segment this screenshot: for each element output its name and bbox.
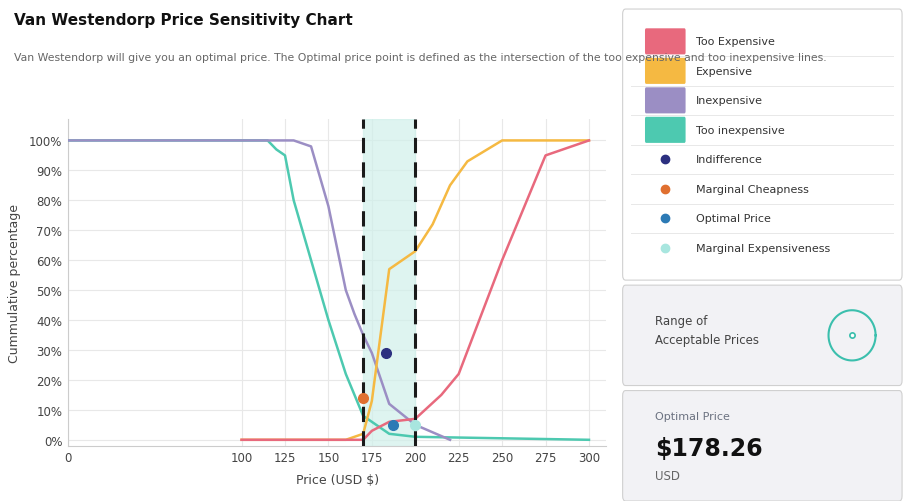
Text: Expensive: Expensive [696,67,753,77]
FancyBboxPatch shape [623,10,902,281]
Text: Too inexpensive: Too inexpensive [696,126,785,136]
Text: Range of
Acceptable Prices: Range of Acceptable Prices [655,315,759,347]
Text: $178.26: $178.26 [655,436,763,460]
Text: Van Westendorp Price Sensitivity Chart: Van Westendorp Price Sensitivity Chart [14,13,352,28]
Bar [363,120,415,446]
Text: Marginal Expensiveness: Marginal Expensiveness [696,243,831,254]
FancyBboxPatch shape [623,391,902,501]
FancyBboxPatch shape [623,286,902,386]
Text: Optimal Price: Optimal Price [696,214,771,224]
X-axis label: Price (USD $): Price (USD $) [296,473,378,485]
Text: Optimal Price: Optimal Price [655,411,729,421]
FancyBboxPatch shape [645,118,686,144]
Text: Indifference: Indifference [696,155,763,165]
Text: Inexpensive: Inexpensive [696,96,763,106]
Text: Van Westendorp will give you an optimal price. The Optimal price point is define: Van Westendorp will give you an optimal … [14,53,826,63]
FancyBboxPatch shape [645,29,686,55]
Y-axis label: Cummulative percentage: Cummulative percentage [7,204,21,362]
Text: Marginal Cheapness: Marginal Cheapness [696,184,809,194]
Text: USD: USD [655,469,680,482]
Text: Too Expensive: Too Expensive [696,37,775,47]
FancyBboxPatch shape [645,88,686,114]
FancyBboxPatch shape [645,59,686,85]
